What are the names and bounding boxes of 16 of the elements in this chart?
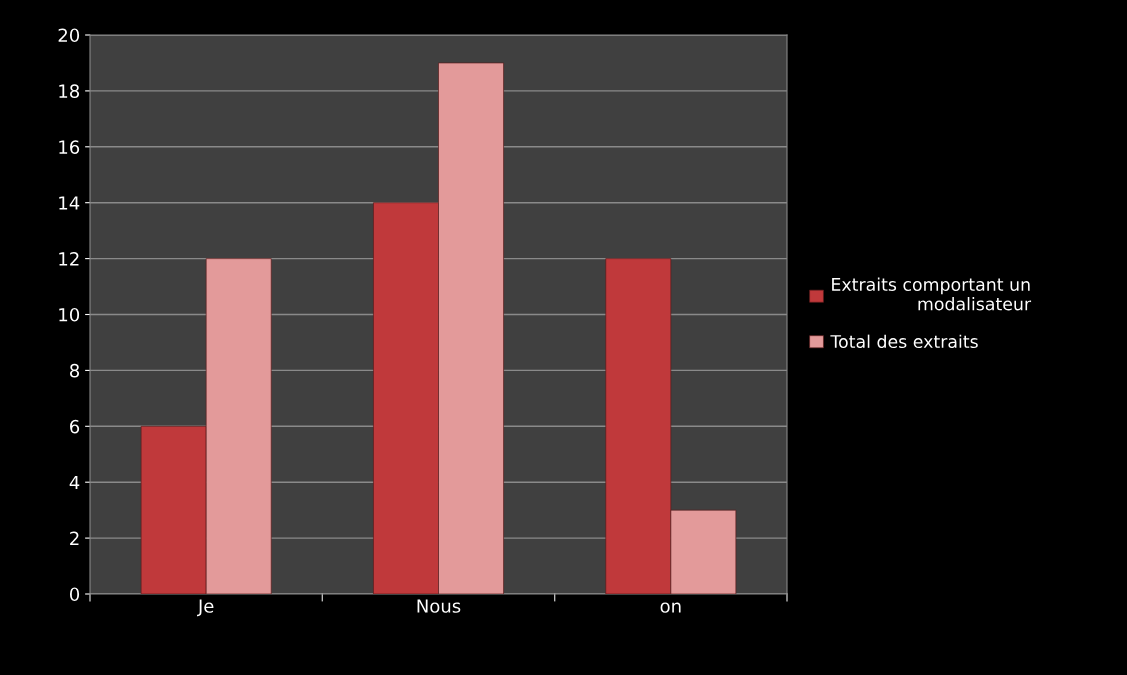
x-tick-label: Je: [197, 599, 214, 617]
y-tick-label: 0: [69, 587, 80, 602]
y-tick-label: 20: [58, 28, 80, 43]
y-tick-label: 6: [70, 419, 80, 434]
y-tick-label: 12: [59, 252, 79, 266]
x-tick-label: Nous: [417, 599, 461, 613]
x-tick-label: on: [660, 602, 681, 613]
y-tick-label: 18: [59, 84, 80, 99]
y-tick-label: 16: [59, 140, 80, 154]
legend-label: Extraits comportant un modalisateur: [832, 277, 1032, 311]
legend-label: Total des extraits: [830, 334, 978, 349]
y-tick-label: 8: [70, 363, 80, 378]
y-tick-label: 4: [69, 475, 80, 490]
y-tick-label: 10: [59, 307, 80, 322]
y-tick-label: 2: [70, 531, 79, 545]
y-tick-label: 14: [59, 196, 80, 210]
